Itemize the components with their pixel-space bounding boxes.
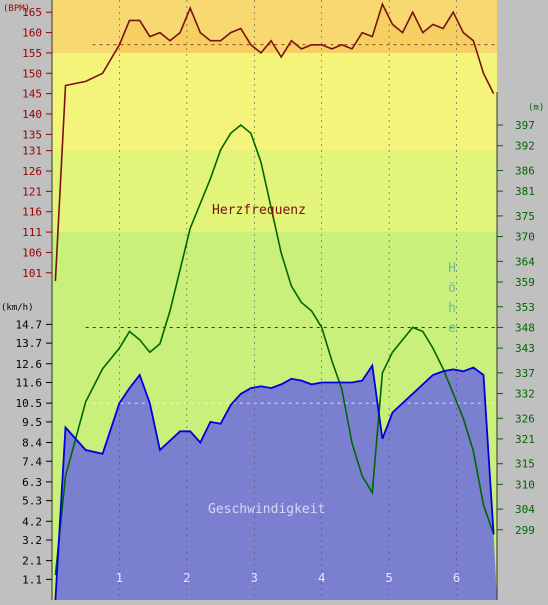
heart-rate-tick-label: 121: [22, 185, 42, 198]
heart-rate-tick-label: 135: [22, 128, 42, 141]
altitude-tick-label: 397: [515, 119, 535, 132]
altitude-tick-label: 359: [515, 276, 535, 289]
speed-tick-label: 11.6: [16, 377, 43, 390]
speed-line: [54, 363, 495, 601]
altitude-tick-label: 370: [515, 231, 535, 244]
speed-tick-label: 6.3: [22, 476, 42, 489]
speed-tick-label: 10.5: [16, 397, 43, 410]
speed-tick-label: 4.2: [22, 515, 42, 528]
altitude-tick-label: 392: [515, 140, 535, 153]
heart-rate-tick-label: 126: [22, 165, 42, 178]
altitude-label-char: e: [448, 321, 456, 336]
heart-rate-zone-band: [52, 150, 497, 233]
heart-rate-tick-label: 106: [22, 246, 42, 259]
heart-rate-tick-label: 116: [22, 206, 42, 219]
altitude-tick-label: 337: [515, 367, 535, 380]
speed-unit-label: (km/h): [1, 303, 34, 313]
speed-tick-label: 7.4: [22, 455, 42, 468]
altitude-tick-label: 304: [515, 503, 535, 516]
x-tick-label: 1: [116, 571, 123, 585]
altitude-line: [54, 123, 495, 576]
speed-tick-label: 8.4: [22, 437, 42, 450]
x-tick-label: 2: [183, 571, 190, 585]
heart-rate-area: [114, 4, 478, 53]
speed-tick-label: 14.7: [16, 318, 43, 331]
altitude-unit-label: (m): [528, 103, 544, 113]
altitude-tick-label: 381: [515, 185, 535, 198]
altitude-label-char: h: [448, 301, 456, 316]
speed-tick-label: 2.1: [22, 555, 42, 568]
altitude-tick-label: 375: [515, 210, 535, 223]
altitude-tick-label: 326: [515, 412, 535, 425]
speed-tick-label: 9.5: [22, 416, 42, 429]
speed-area: [52, 365, 497, 600]
heart-rate-unit-label: (BPM): [3, 4, 30, 14]
heart-rate-tick-label: 131: [22, 145, 42, 158]
altitude-tick-label: 310: [515, 478, 535, 491]
heart-rate-tick-label: 145: [22, 88, 42, 101]
speed-tick-label: 13.7: [16, 337, 43, 350]
heart-rate-series-label: Herzfrequenz: [212, 203, 306, 218]
x-tick-label: 6: [453, 571, 460, 585]
x-tick-label: 5: [386, 571, 393, 585]
altitude-tick-label: 315: [515, 458, 535, 471]
altitude-label-char: ö: [448, 281, 456, 296]
x-tick-label: 4: [318, 571, 325, 585]
heart-rate-tick-label: 150: [22, 67, 42, 80]
x-tick-label: 3: [251, 571, 258, 585]
heart-rate-zone-band: [52, 52, 497, 151]
altitude-tick-label: 386: [515, 164, 535, 177]
heart-rate-tick-label: 111: [22, 226, 42, 239]
heart-rate-tick-label: 160: [22, 27, 42, 40]
speed-tick-label: 1.1: [22, 573, 42, 586]
altitude-label-char: H: [448, 261, 456, 276]
heart-rate-tick-label: 155: [22, 47, 42, 60]
altitude-tick-label: 299: [515, 524, 535, 537]
heart-rate-line: [54, 1, 495, 281]
speed-tick-label: 5.3: [22, 495, 42, 508]
altitude-tick-label: 321: [515, 433, 535, 446]
speed-series-label: Geschwindigkeit: [208, 502, 325, 517]
altitude-tick-label: 353: [515, 301, 535, 314]
altitude-tick-label: 348: [515, 321, 535, 334]
speed-tick-label: 3.2: [22, 534, 42, 547]
altitude-tick-label: 332: [515, 387, 535, 400]
altitude-tick-label: 364: [515, 255, 535, 268]
heart-rate-tick-label: 101: [22, 267, 42, 280]
speed-tick-label: 12.6: [16, 358, 43, 371]
altitude-tick-label: 343: [515, 342, 535, 355]
heart-rate-tick-label: 165: [22, 6, 42, 19]
heart-rate-tick-label: 140: [22, 108, 42, 121]
